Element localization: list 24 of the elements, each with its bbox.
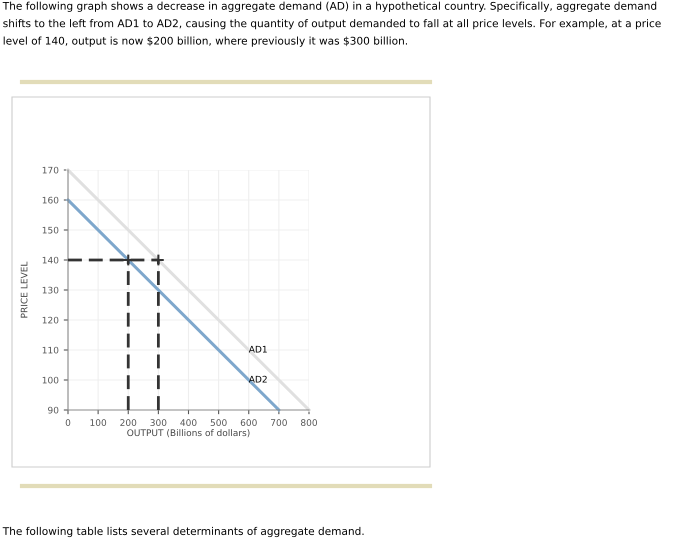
annotation: AD1 [248,346,267,352]
x-axis-title: OUTPUT (Billions of dollars) [127,429,250,438]
x-tick-label: 100 [90,419,106,426]
y-tick-label: 100 [42,376,58,384]
x-tick-label: 600 [240,419,257,426]
text: The following table lists several determinants of aggregate demand. [2,526,364,538]
x-tick-label: 700 [271,419,287,426]
y-tick-label: 120 [42,316,58,324]
x-tick-label: 800 [300,419,318,426]
y-tick-label: 110 [42,346,58,354]
x-tick-label: 300 [150,419,166,426]
y-axis-title: PRICE LEVEL [20,262,28,318]
text: The following graph shows a decrease in aggregate demand (AD) in a hypothetical country. Specifically, aggregate demand shifts to the left from AD1 to AD2, causing the quantity of output demanded to fall at all price levels. For example, at a price level of 140, output is now $200 billion, where previously it was $300 billion. [2,2,661,47]
y-tick-label: 160 [42,196,58,204]
x-tick-label: 500 [210,419,227,426]
y-tick-label: 90 [48,406,58,414]
y-tick-label: 130 [42,286,58,294]
y-tick-label: 170 [42,166,58,174]
x-tick-label: 400 [180,419,197,426]
x-tick-label: 200 [120,419,136,426]
x-tick-label: 0 [66,419,70,426]
y-tick-label: 150 [42,226,58,234]
annotation: AD2 [248,376,267,382]
y-tick-label: 140 [42,256,58,264]
